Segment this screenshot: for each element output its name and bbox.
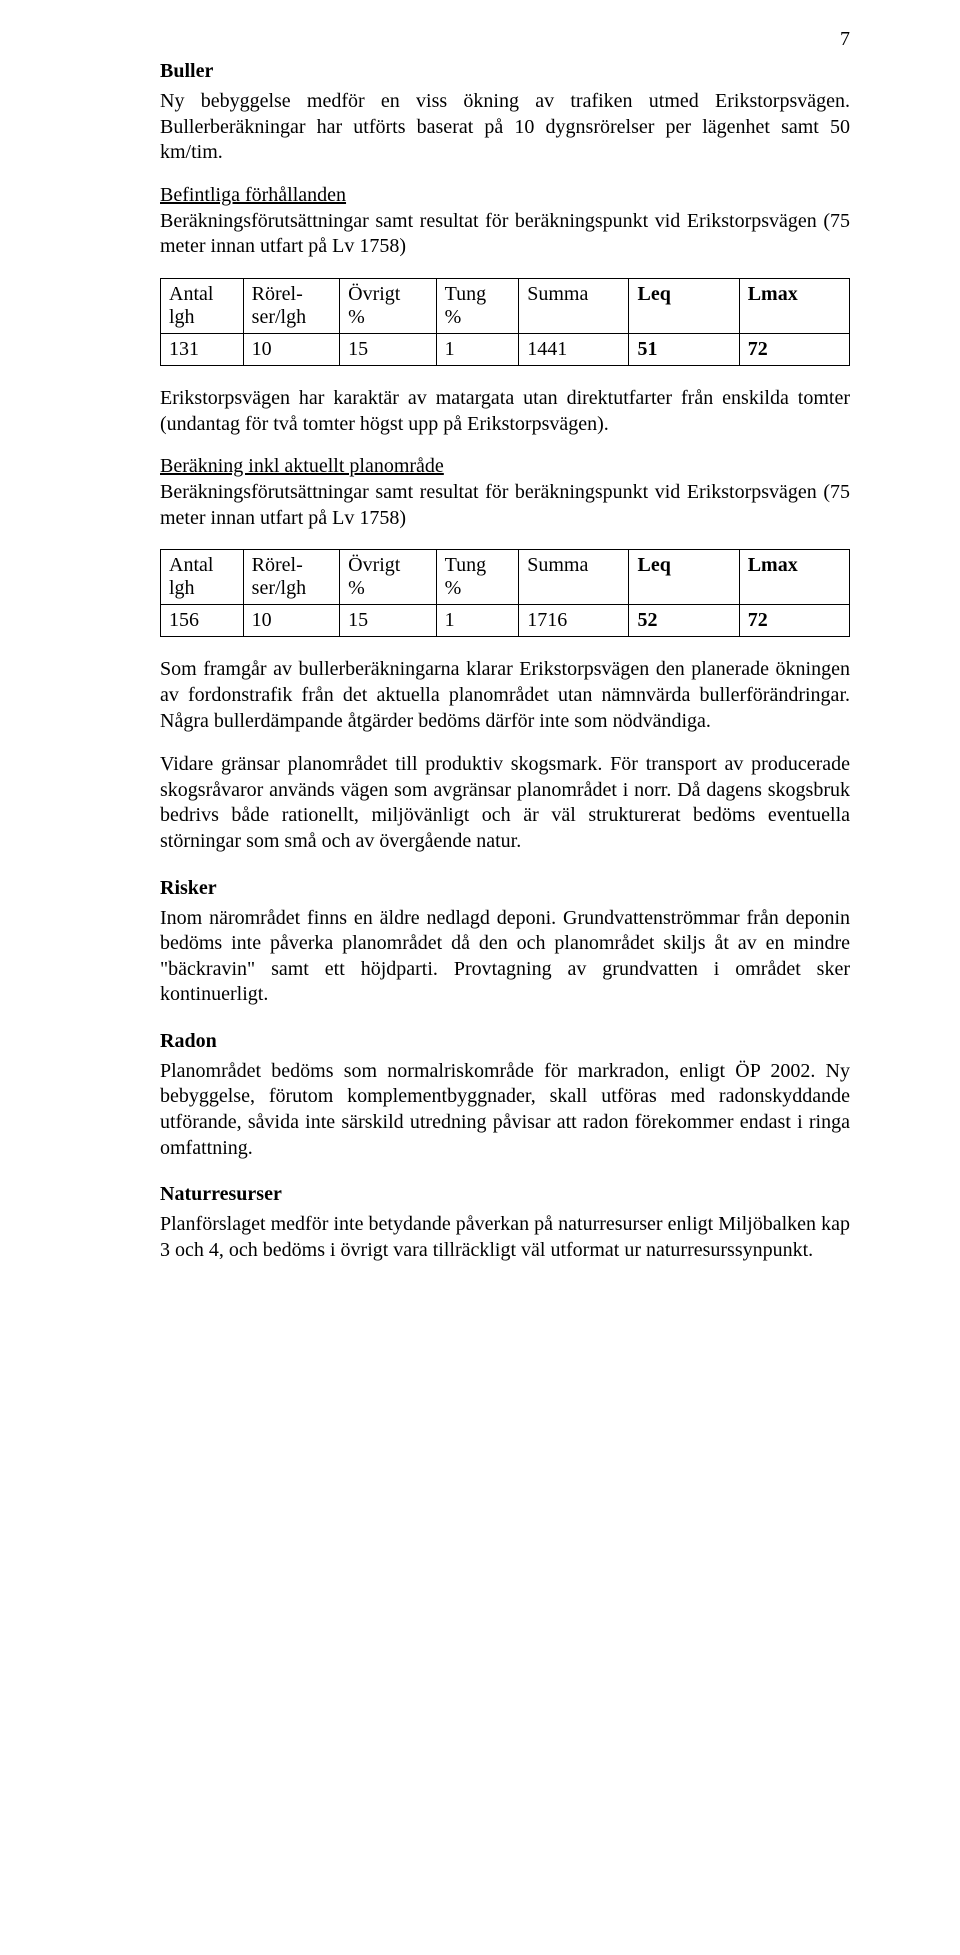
table-after: Antallgh Rörel-ser/lgh Övrigt% Tung% Sum…: [160, 549, 850, 637]
table-cell: 156: [161, 605, 244, 637]
table-header: Leq: [629, 550, 739, 605]
table-cell: 1: [436, 605, 519, 637]
table-header: Summa: [519, 278, 629, 333]
table-cell: 15: [340, 605, 436, 637]
table-header: Tung%: [436, 550, 519, 605]
table-cell: 52: [629, 605, 739, 637]
table-before: Antallgh Rörel-ser/lgh Övrigt% Tung% Sum…: [160, 278, 850, 366]
table-cell: 72: [739, 605, 849, 637]
table-cell: 51: [629, 333, 739, 365]
paragraph: Inom närområdet finns en äldre nedlagd d…: [160, 906, 850, 1008]
table-cell: 10: [243, 333, 339, 365]
table-header: Övrigt%: [340, 278, 436, 333]
table-header: Lmax: [739, 278, 849, 333]
table-cell: 15: [340, 333, 436, 365]
table-cell: 10: [243, 605, 339, 637]
table-row: 156 10 15 1 1716 52 72: [161, 605, 850, 637]
table-header: Summa: [519, 550, 629, 605]
paragraph: Ny bebyggelse medför en viss ökning av t…: [160, 89, 850, 166]
paragraph: Som framgår av bullerberäkningarna klara…: [160, 657, 850, 734]
heading-risker: Risker: [160, 877, 850, 900]
table-cell: 72: [739, 333, 849, 365]
table-cell: 1716: [519, 605, 629, 637]
subheading-after: Beräkning inkl aktuellt planområde: [160, 455, 850, 478]
paragraph: Vidare gränsar planområdet till produkti…: [160, 752, 850, 854]
heading-radon: Radon: [160, 1030, 850, 1053]
paragraph: Beräkningsförutsättningar samt resultat …: [160, 209, 850, 260]
table-header: Rörel-ser/lgh: [243, 550, 339, 605]
table-cell: 1441: [519, 333, 629, 365]
heading-buller: Buller: [160, 60, 850, 83]
table-cell: 1: [436, 333, 519, 365]
paragraph: Beräkningsförutsättningar samt resultat …: [160, 480, 850, 531]
paragraph: Erikstorpsvägen har karaktär av matargat…: [160, 386, 850, 437]
table-header: Antallgh: [161, 550, 244, 605]
table-cell: 131: [161, 333, 244, 365]
paragraph: Planförslaget medför inte betydande påve…: [160, 1212, 850, 1263]
table-header: Leq: [629, 278, 739, 333]
table-header-row: Antallgh Rörel-ser/lgh Övrigt% Tung% Sum…: [161, 550, 850, 605]
table-header: Tung%: [436, 278, 519, 333]
paragraph: Planområdet bedöms som normalriskområde …: [160, 1059, 850, 1161]
table-header: Antallgh: [161, 278, 244, 333]
table-header-row: Antallgh Rörel-ser/lgh Övrigt% Tung% Sum…: [161, 278, 850, 333]
table-header: Rörel-ser/lgh: [243, 278, 339, 333]
table-row: 131 10 15 1 1441 51 72: [161, 333, 850, 365]
table-header: Lmax: [739, 550, 849, 605]
page-number: 7: [840, 28, 850, 51]
subheading-before: Befintliga förhållanden: [160, 184, 850, 207]
heading-naturresurser: Naturresurser: [160, 1183, 850, 1206]
table-header: Övrigt%: [340, 550, 436, 605]
